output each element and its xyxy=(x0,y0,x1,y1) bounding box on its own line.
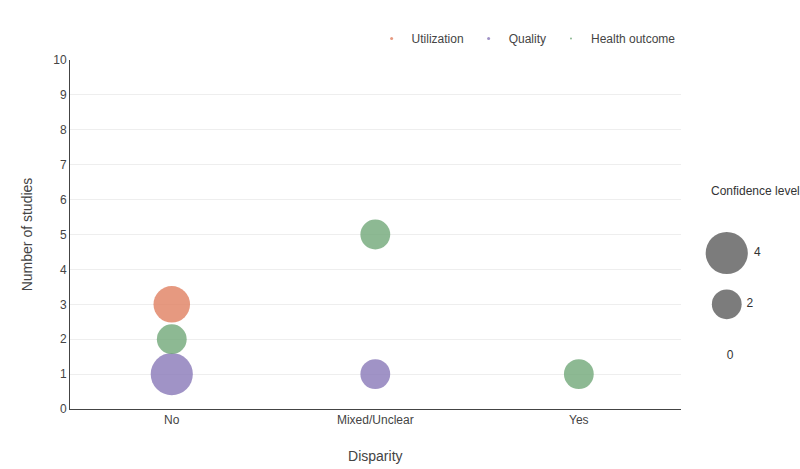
svg-text:0: 0 xyxy=(727,348,734,362)
svg-text:6: 6 xyxy=(60,193,67,207)
svg-text:Confidence level: Confidence level xyxy=(711,184,800,198)
svg-text:Quality: Quality xyxy=(509,32,546,46)
svg-text:Disparity: Disparity xyxy=(348,448,402,464)
svg-text:0: 0 xyxy=(60,402,67,416)
svg-text:10: 10 xyxy=(53,53,67,67)
svg-text:2: 2 xyxy=(60,332,67,346)
svg-text:1: 1 xyxy=(60,367,67,381)
svg-text:No: No xyxy=(164,413,180,427)
svg-text:9: 9 xyxy=(60,88,67,102)
svg-text:Mixed/Unclear: Mixed/Unclear xyxy=(337,413,414,427)
svg-text:7: 7 xyxy=(60,158,67,172)
svg-text:Yes: Yes xyxy=(569,413,589,427)
svg-text:3: 3 xyxy=(60,298,67,312)
svg-text:5: 5 xyxy=(60,228,67,242)
svg-text:2: 2 xyxy=(746,296,753,310)
svg-text:Health outcome: Health outcome xyxy=(591,32,675,46)
svg-text:8: 8 xyxy=(60,123,67,137)
svg-text:Utilization: Utilization xyxy=(412,32,464,46)
svg-text:Number of studies: Number of studies xyxy=(19,178,35,292)
svg-text:4: 4 xyxy=(60,263,67,277)
svg-text:4: 4 xyxy=(754,245,761,259)
